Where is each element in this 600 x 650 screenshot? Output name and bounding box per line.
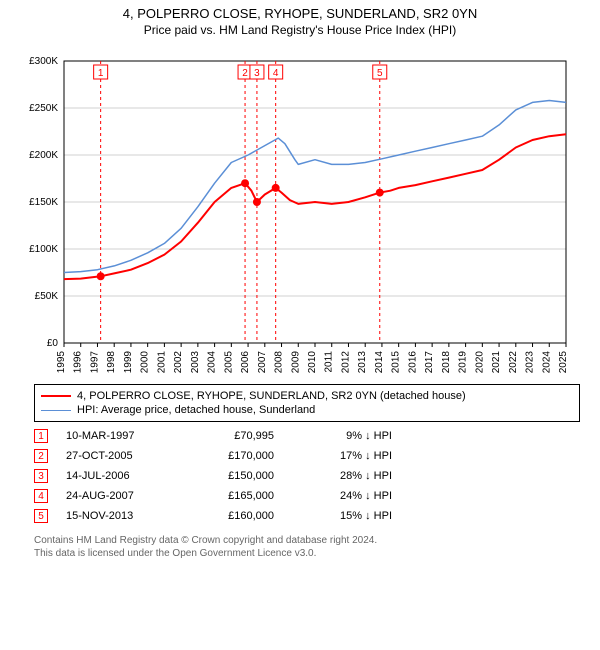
transaction-row: 1 10-MAR-1997 £70,995 9% ↓ HPI — [34, 426, 580, 446]
legend-swatch-hpi — [41, 410, 71, 411]
svg-text:3: 3 — [254, 68, 260, 79]
svg-text:4: 4 — [273, 68, 279, 79]
transaction-marker: 3 — [34, 469, 48, 483]
transaction-price: £170,000 — [194, 450, 274, 462]
transaction-row: 3 14-JUL-2006 £150,000 28% ↓ HPI — [34, 466, 580, 486]
transaction-diff: 9% ↓ HPI — [292, 430, 392, 442]
svg-text:£0: £0 — [47, 338, 59, 349]
svg-text:2023: 2023 — [525, 351, 536, 373]
svg-text:2024: 2024 — [541, 351, 552, 373]
transaction-price: £165,000 — [194, 490, 274, 502]
legend-item-price-paid: 4, POLPERRO CLOSE, RYHOPE, SUNDERLAND, S… — [41, 389, 573, 403]
svg-text:1997: 1997 — [89, 351, 100, 373]
transaction-date: 10-MAR-1997 — [66, 430, 176, 442]
transaction-marker: 2 — [34, 449, 48, 463]
transaction-marker: 4 — [34, 489, 48, 503]
svg-text:1998: 1998 — [106, 351, 117, 373]
svg-text:2011: 2011 — [324, 351, 335, 373]
transaction-row: 2 27-OCT-2005 £170,000 17% ↓ HPI — [34, 446, 580, 466]
price-chart: £0 £50K £100K £150K £200K £250K £300K 1995 1996 1… — [10, 43, 570, 373]
svg-text:£300K: £300K — [29, 56, 58, 67]
svg-text:1996: 1996 — [73, 351, 84, 373]
transaction-marker: 1 — [34, 429, 48, 443]
transaction-row: 4 24-AUG-2007 £165,000 24% ↓ HPI — [34, 486, 580, 506]
transaction-date: 27-OCT-2005 — [66, 450, 176, 462]
svg-text:2005: 2005 — [223, 351, 234, 373]
svg-text:£200K: £200K — [29, 150, 58, 161]
transaction-date: 15-NOV-2013 — [66, 510, 176, 522]
transaction-marker: 5 — [34, 509, 48, 523]
transactions-table: 1 10-MAR-1997 £70,995 9% ↓ HPI 2 27-OCT-2005 £… — [34, 426, 580, 526]
transaction-diff: 24% ↓ HPI — [292, 490, 392, 502]
page-title: 4, POLPERRO CLOSE, RYHOPE, SUNDERLAND, S… — [0, 0, 600, 21]
transaction-date: 14-JUL-2006 — [66, 470, 176, 482]
transaction-date: 24-AUG-2007 — [66, 490, 176, 502]
legend: 4, POLPERRO CLOSE, RYHOPE, SUNDERLAND, S… — [34, 384, 580, 422]
svg-text:5: 5 — [377, 68, 383, 79]
svg-text:2001: 2001 — [156, 351, 167, 373]
transaction-price: £70,995 — [194, 430, 274, 442]
chart-container: £0 £50K £100K £150K £200K £250K £300K 1995 1996 1… — [10, 43, 590, 378]
svg-text:2007: 2007 — [257, 351, 268, 373]
svg-text:2022: 2022 — [508, 351, 519, 373]
svg-text:£150K: £150K — [29, 197, 58, 208]
svg-text:£250K: £250K — [29, 103, 58, 114]
svg-text:£50K: £50K — [35, 291, 59, 302]
footer-attribution: Contains HM Land Registry data © Crown c… — [34, 534, 580, 560]
svg-text:1999: 1999 — [123, 351, 134, 373]
svg-text:2020: 2020 — [474, 351, 485, 373]
svg-text:2008: 2008 — [274, 351, 285, 373]
legend-label-price-paid: 4, POLPERRO CLOSE, RYHOPE, SUNDERLAND, S… — [77, 390, 466, 402]
footer-line-2: This data is licensed under the Open Gov… — [34, 547, 580, 560]
svg-text:2000: 2000 — [140, 351, 151, 373]
svg-text:2002: 2002 — [173, 351, 184, 373]
transaction-row: 5 15-NOV-2013 £160,000 15% ↓ HPI — [34, 506, 580, 526]
svg-text:2012: 2012 — [340, 351, 351, 373]
svg-text:2: 2 — [242, 68, 248, 79]
legend-label-hpi: HPI: Average price, detached house, Sund… — [77, 404, 315, 416]
transaction-price: £150,000 — [194, 470, 274, 482]
svg-text:2025: 2025 — [558, 351, 569, 373]
svg-text:2010: 2010 — [307, 351, 318, 373]
svg-text:2016: 2016 — [407, 351, 418, 373]
svg-text:1995: 1995 — [56, 351, 67, 373]
transaction-diff: 28% ↓ HPI — [292, 470, 392, 482]
svg-text:2014: 2014 — [374, 351, 385, 373]
svg-text:2021: 2021 — [491, 351, 502, 373]
svg-text:2013: 2013 — [357, 351, 368, 373]
legend-swatch-price-paid — [41, 395, 71, 397]
transaction-price: £160,000 — [194, 510, 274, 522]
svg-text:2006: 2006 — [240, 351, 251, 373]
legend-item-hpi: HPI: Average price, detached house, Sund… — [41, 403, 573, 417]
svg-text:2018: 2018 — [441, 351, 452, 373]
transaction-diff: 17% ↓ HPI — [292, 450, 392, 462]
svg-text:2004: 2004 — [207, 351, 218, 373]
page-subtitle: Price paid vs. HM Land Registry's House … — [0, 21, 600, 43]
svg-text:2017: 2017 — [424, 351, 435, 373]
svg-text:£100K: £100K — [29, 244, 58, 255]
svg-text:2003: 2003 — [190, 351, 201, 373]
svg-text:1: 1 — [98, 68, 104, 79]
transaction-diff: 15% ↓ HPI — [292, 510, 392, 522]
svg-text:2019: 2019 — [458, 351, 469, 373]
svg-text:2009: 2009 — [290, 351, 301, 373]
footer-line-1: Contains HM Land Registry data © Crown c… — [34, 534, 580, 547]
svg-text:2015: 2015 — [391, 351, 402, 373]
